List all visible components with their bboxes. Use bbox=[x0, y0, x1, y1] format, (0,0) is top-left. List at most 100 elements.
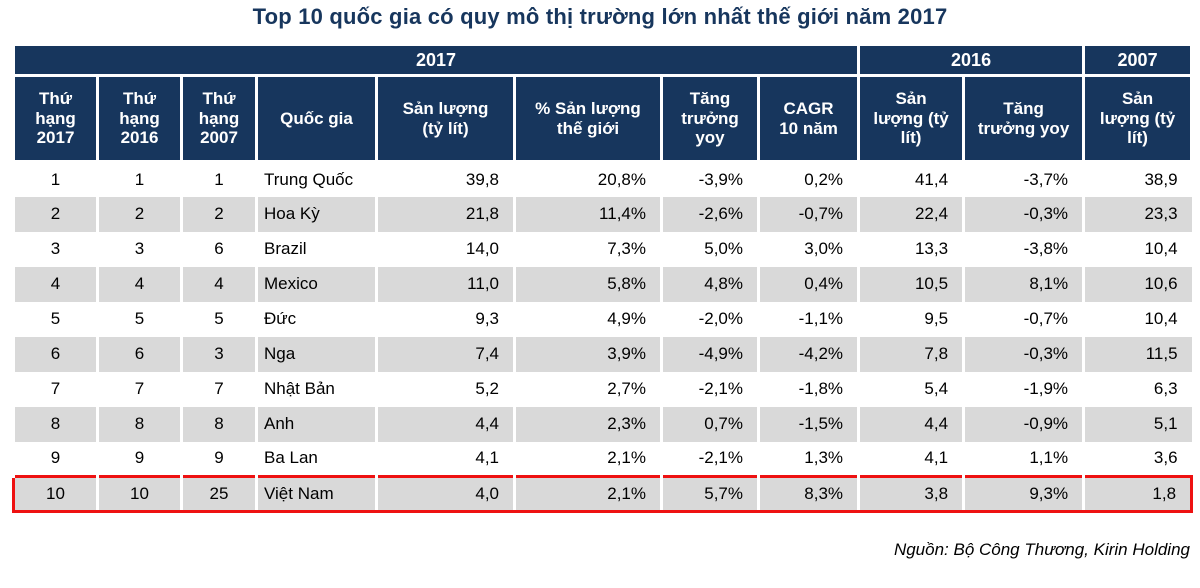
table-cell: 39,8 bbox=[375, 161, 515, 197]
table-cell: 1 bbox=[50, 169, 61, 189]
table-cell: -2,1% bbox=[660, 371, 759, 407]
table-cell: 10 bbox=[12, 475, 98, 513]
table-cell: -4,9% bbox=[660, 336, 759, 372]
table-row: 3 3 6 Brazil 14,0 7,3% 5,0% 3,0% 13,3 -3,8% 10,4 bbox=[14, 231, 1192, 267]
table-cell: 6 bbox=[180, 231, 257, 267]
table-cell: 11,4% bbox=[513, 196, 662, 232]
table-cell: 9 bbox=[180, 441, 257, 477]
table-row: 7 7 7 Nhật Bản 5,2 2,7% -2,1% -1,8% 5,4 -1,9% 6,3 bbox=[14, 371, 1192, 407]
table-cell: 3,9% bbox=[513, 336, 662, 372]
table-cell: 2,1% bbox=[513, 441, 662, 477]
table-cell: 9 bbox=[50, 448, 61, 468]
table-cell: 7,3% bbox=[513, 231, 662, 267]
table-row: 2 2 2 Hoa Kỳ 21,8 11,4% -2,6% -0,7% 22,4 -0,3% 23,… bbox=[13, 196, 1192, 232]
table-cell: 3 bbox=[180, 336, 257, 372]
table-cell: 21,8 bbox=[375, 196, 515, 232]
table-cell: 3,6 bbox=[1082, 441, 1192, 477]
col-header-volume-2016: Sản lượng (tỷ lít) bbox=[857, 74, 966, 163]
table-cell: 7,4 bbox=[375, 336, 515, 372]
table-cell: 10,6 bbox=[1082, 266, 1192, 302]
column-header-row: Thứ hạng 2017 Thứ hạng 2016 Thứ hạng 200… bbox=[12, 74, 1194, 163]
table-cell: -2,6% bbox=[660, 196, 759, 232]
table-cell: 6 bbox=[96, 336, 182, 372]
market-size-table: 2017 2016 2007 Thứ hạng 2017 Thứ hạng 20… bbox=[11, 43, 1194, 513]
col-header-volume-2007: Sản lượng (tỷ lít) bbox=[1082, 74, 1194, 163]
table-cell: 8 bbox=[13, 406, 98, 442]
table-cell: 9 bbox=[96, 441, 182, 477]
table-cell: Ba Lan bbox=[255, 441, 377, 477]
table-cell: 38,9 bbox=[1082, 161, 1192, 197]
table-cell: 7 bbox=[50, 379, 61, 398]
table-cell: 5,1 bbox=[1082, 406, 1192, 442]
table-cell: 4 bbox=[180, 266, 257, 302]
col-header-growth-yoy-2016: Tăng trưởng yoy bbox=[962, 74, 1086, 163]
table-cell: -1,9% bbox=[962, 371, 1084, 407]
col-header-volume-2017: Sản lượng (tỷ lít) bbox=[375, 74, 516, 163]
table-cell: 11,5 bbox=[1082, 336, 1192, 372]
table-header: 2017 2016 2007 Thứ hạng 2017 Thứ hạng 20… bbox=[11, 43, 1194, 163]
table-cell: 3 bbox=[50, 239, 61, 258]
table-cell: 5,0% bbox=[660, 231, 759, 267]
table-cell: 7,8 bbox=[857, 336, 964, 372]
table-cell: 8 bbox=[96, 406, 182, 442]
table-cell: 8 bbox=[180, 406, 257, 442]
table-cell: 41,4 bbox=[857, 161, 964, 197]
table-cell: 20,8% bbox=[513, 161, 662, 197]
table-cell: 1,1% bbox=[962, 441, 1084, 477]
table-row: 1 1 1 Trung Quốc 39,8 20,8% -3,9% 0,2% 41,4 -3,7%… bbox=[14, 161, 1192, 197]
table-cell: Việt Nam bbox=[255, 475, 377, 513]
table-cell: 6,3 bbox=[1082, 371, 1192, 407]
table-cell: 2,1% bbox=[513, 475, 662, 513]
table-cell: 4,9% bbox=[513, 301, 662, 337]
table-cell: 2,7% bbox=[513, 371, 662, 407]
table-row: 6 6 3 Nga 7,4 3,9% -4,9% -4,2% 7,8 -0,3% 11,5 bbox=[13, 336, 1192, 372]
table-cell: 1,8 bbox=[1082, 475, 1194, 513]
table-cell: 5 bbox=[50, 309, 61, 328]
source-note: Nguồn: Bộ Công Thương, Kirin Holding bbox=[893, 540, 1190, 559]
table-cell: 13,3 bbox=[857, 231, 964, 267]
table-cell: -0,3% bbox=[962, 196, 1084, 232]
table-row: 4 4 4 Mexico 11,0 5,8% 4,8% 0,4% 10,5 8,1% 10,6 bbox=[13, 266, 1192, 302]
table-cell: -1,5% bbox=[756, 406, 859, 442]
table-cell: 6 bbox=[13, 336, 98, 372]
table-cell: 8,3% bbox=[756, 475, 859, 513]
table-cell: 0,7% bbox=[660, 406, 759, 442]
table-cell: -2,1% bbox=[660, 441, 759, 477]
table-cell: 4,0 bbox=[375, 475, 515, 513]
year-group-2017: 2017 bbox=[11, 43, 861, 77]
table-cell: -0,7% bbox=[962, 301, 1084, 337]
table-cell: 10,4 bbox=[1082, 231, 1192, 267]
table-cell: 9,3% bbox=[962, 475, 1084, 513]
table-cell: 5,4 bbox=[857, 371, 964, 407]
year-group-header-row: 2017 2016 2007 bbox=[11, 43, 1194, 77]
table-cell: Nga bbox=[255, 336, 377, 372]
table-cell: 4 bbox=[96, 266, 182, 302]
table-cell: 8,1% bbox=[962, 266, 1084, 302]
table-row: 5 5 5 Đức 9,3 4,9% -2,0% -1,1% 9,5 -0,7% 10,4 bbox=[14, 301, 1192, 337]
table-cell: -4,2% bbox=[756, 336, 859, 372]
table-cell: -3,8% bbox=[962, 231, 1084, 267]
col-header-cagr-10y: CAGR 10 năm bbox=[756, 74, 861, 163]
table-cell: -1,1% bbox=[756, 301, 859, 337]
table-cell: 9,5 bbox=[857, 301, 964, 337]
table-cell: 4,1 bbox=[857, 441, 964, 477]
table-cell: Đức bbox=[255, 301, 377, 337]
table-cell: 10,4 bbox=[1082, 301, 1192, 337]
table-cell: 22,4 bbox=[857, 196, 964, 232]
col-header-rank-2016: Thứ hạng 2016 bbox=[96, 74, 183, 163]
table-cell: 5 bbox=[96, 301, 182, 337]
table-cell: 5,7% bbox=[660, 475, 759, 513]
table-cell: 4 bbox=[13, 266, 98, 302]
table-cell: -0,3% bbox=[962, 336, 1084, 372]
col-header-world-share: % Sản lượng thế giới bbox=[513, 74, 663, 163]
table-cell: 3,0% bbox=[756, 231, 859, 267]
table-cell: 3 bbox=[96, 231, 182, 267]
table-row-highlighted: 10 10 25 Việt Nam 4,0 2,1% 5,7% 8,3% 3,8 9,3% 1,8 bbox=[12, 475, 1194, 513]
table-cell: -1,8% bbox=[756, 371, 859, 407]
col-header-growth-yoy-2017: Tăng trưởng yoy bbox=[660, 74, 760, 163]
table-cell: Brazil bbox=[255, 231, 377, 267]
table-cell: 4,4 bbox=[375, 406, 515, 442]
table-cell: 5 bbox=[180, 301, 257, 337]
col-header-country: Quốc gia bbox=[255, 74, 378, 163]
table-cell: 2 bbox=[13, 196, 98, 232]
